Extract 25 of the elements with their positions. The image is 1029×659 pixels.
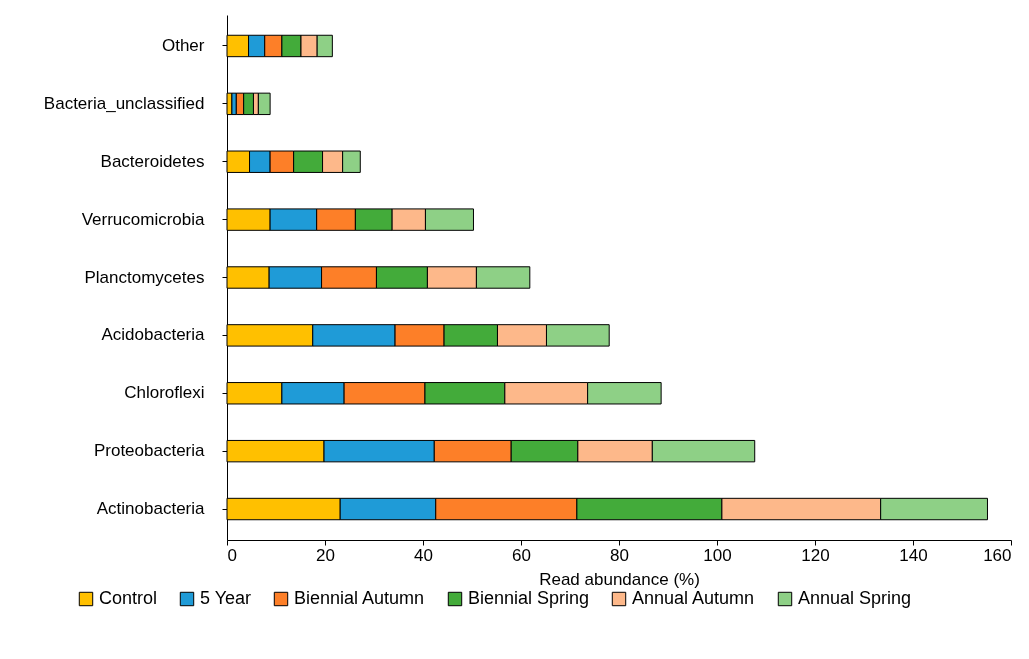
legend-label: Control	[99, 588, 158, 608]
x-tick-label: 120	[801, 545, 830, 565]
legend-label: Biennial Spring	[468, 588, 590, 608]
y-tick-label: Planctomycetes	[84, 267, 205, 287]
y-tick-label: Other	[161, 35, 205, 55]
x-axis-title: Read abundance (%)	[539, 569, 700, 589]
x-tick-label: 40	[414, 545, 433, 565]
x-tick-label: 0	[227, 545, 237, 565]
x-tick-label: 160	[983, 545, 1012, 565]
legend-label: Annual Spring	[798, 588, 912, 608]
y-tick-label: Chloroflexi	[124, 383, 205, 403]
y-tick-label: Bacteroidetes	[100, 151, 205, 171]
legend-label: Annual Autumn	[632, 588, 755, 608]
x-tick-label: 60	[512, 545, 531, 565]
x-tick-label: 20	[316, 545, 335, 565]
legend-label: 5 Year	[200, 588, 252, 608]
legend-label: Biennial Autumn	[294, 588, 425, 608]
x-tick-label: 80	[610, 545, 629, 565]
y-tick-label: Bacteria_unclassified	[43, 93, 205, 113]
y-tick-label: Acidobacteria	[101, 325, 206, 345]
y-tick-label: Proteobacteria	[93, 441, 206, 461]
x-tick-label: 140	[899, 545, 928, 565]
x-tick-label: 100	[703, 545, 732, 565]
y-tick-label: Actinobacteria	[96, 499, 206, 519]
y-tick-label: Verrucomicrobia	[81, 209, 206, 229]
